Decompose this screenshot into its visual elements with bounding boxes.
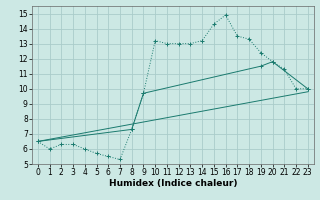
- X-axis label: Humidex (Indice chaleur): Humidex (Indice chaleur): [108, 179, 237, 188]
